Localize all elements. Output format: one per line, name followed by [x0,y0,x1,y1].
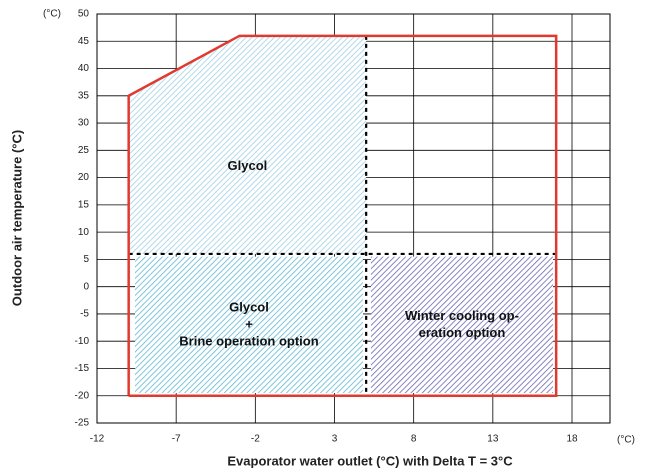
y-tick-label: -15 [75,363,90,374]
y-tick-label: -20 [75,390,90,401]
y-tick-label: 0 [83,281,89,292]
y-tick-label: 40 [78,63,90,74]
region-label: Glycol [229,299,269,314]
y-tick-label: 25 [78,145,90,156]
x-tick-label: 8 [411,434,417,445]
y-tick-label: 45 [78,36,90,47]
region-label: Brine operation option [179,333,318,348]
x-axis-title: Evaporator water outlet (°C) with Delta … [227,453,513,468]
x-tick-label: -7 [172,434,181,445]
region-label: Glycol [228,158,268,173]
y-tick-label: -25 [75,418,90,429]
y-tick-label: 15 [78,200,90,211]
y-tick-label: 20 [78,172,90,183]
y-tick-label: -5 [80,309,89,320]
x-tick-label: 18 [566,434,578,445]
y-tick-label: 35 [78,90,90,101]
region-label: eration option [419,325,506,340]
y-tick-label: 30 [78,118,90,129]
y-tick-label: 10 [78,227,90,238]
region-label: + [245,316,253,331]
chart: Evaporator water outlet (°C) with Delta … [0,0,661,474]
x-unit: (°C) [617,435,635,446]
x-tick-label: -2 [251,434,260,445]
y-tick-label: -10 [75,336,90,347]
x-tick-label: 13 [487,434,499,445]
y-tick-label: 50 [78,9,90,20]
y-unit: (°C) [43,9,61,20]
region-label: Winter cooling op- [405,308,519,323]
x-tick-label: 3 [332,434,338,445]
y-axis-title: Outdoor air temperature (°C) [9,130,24,306]
x-tick-label: -12 [90,434,105,445]
y-tick-label: 5 [83,254,89,265]
